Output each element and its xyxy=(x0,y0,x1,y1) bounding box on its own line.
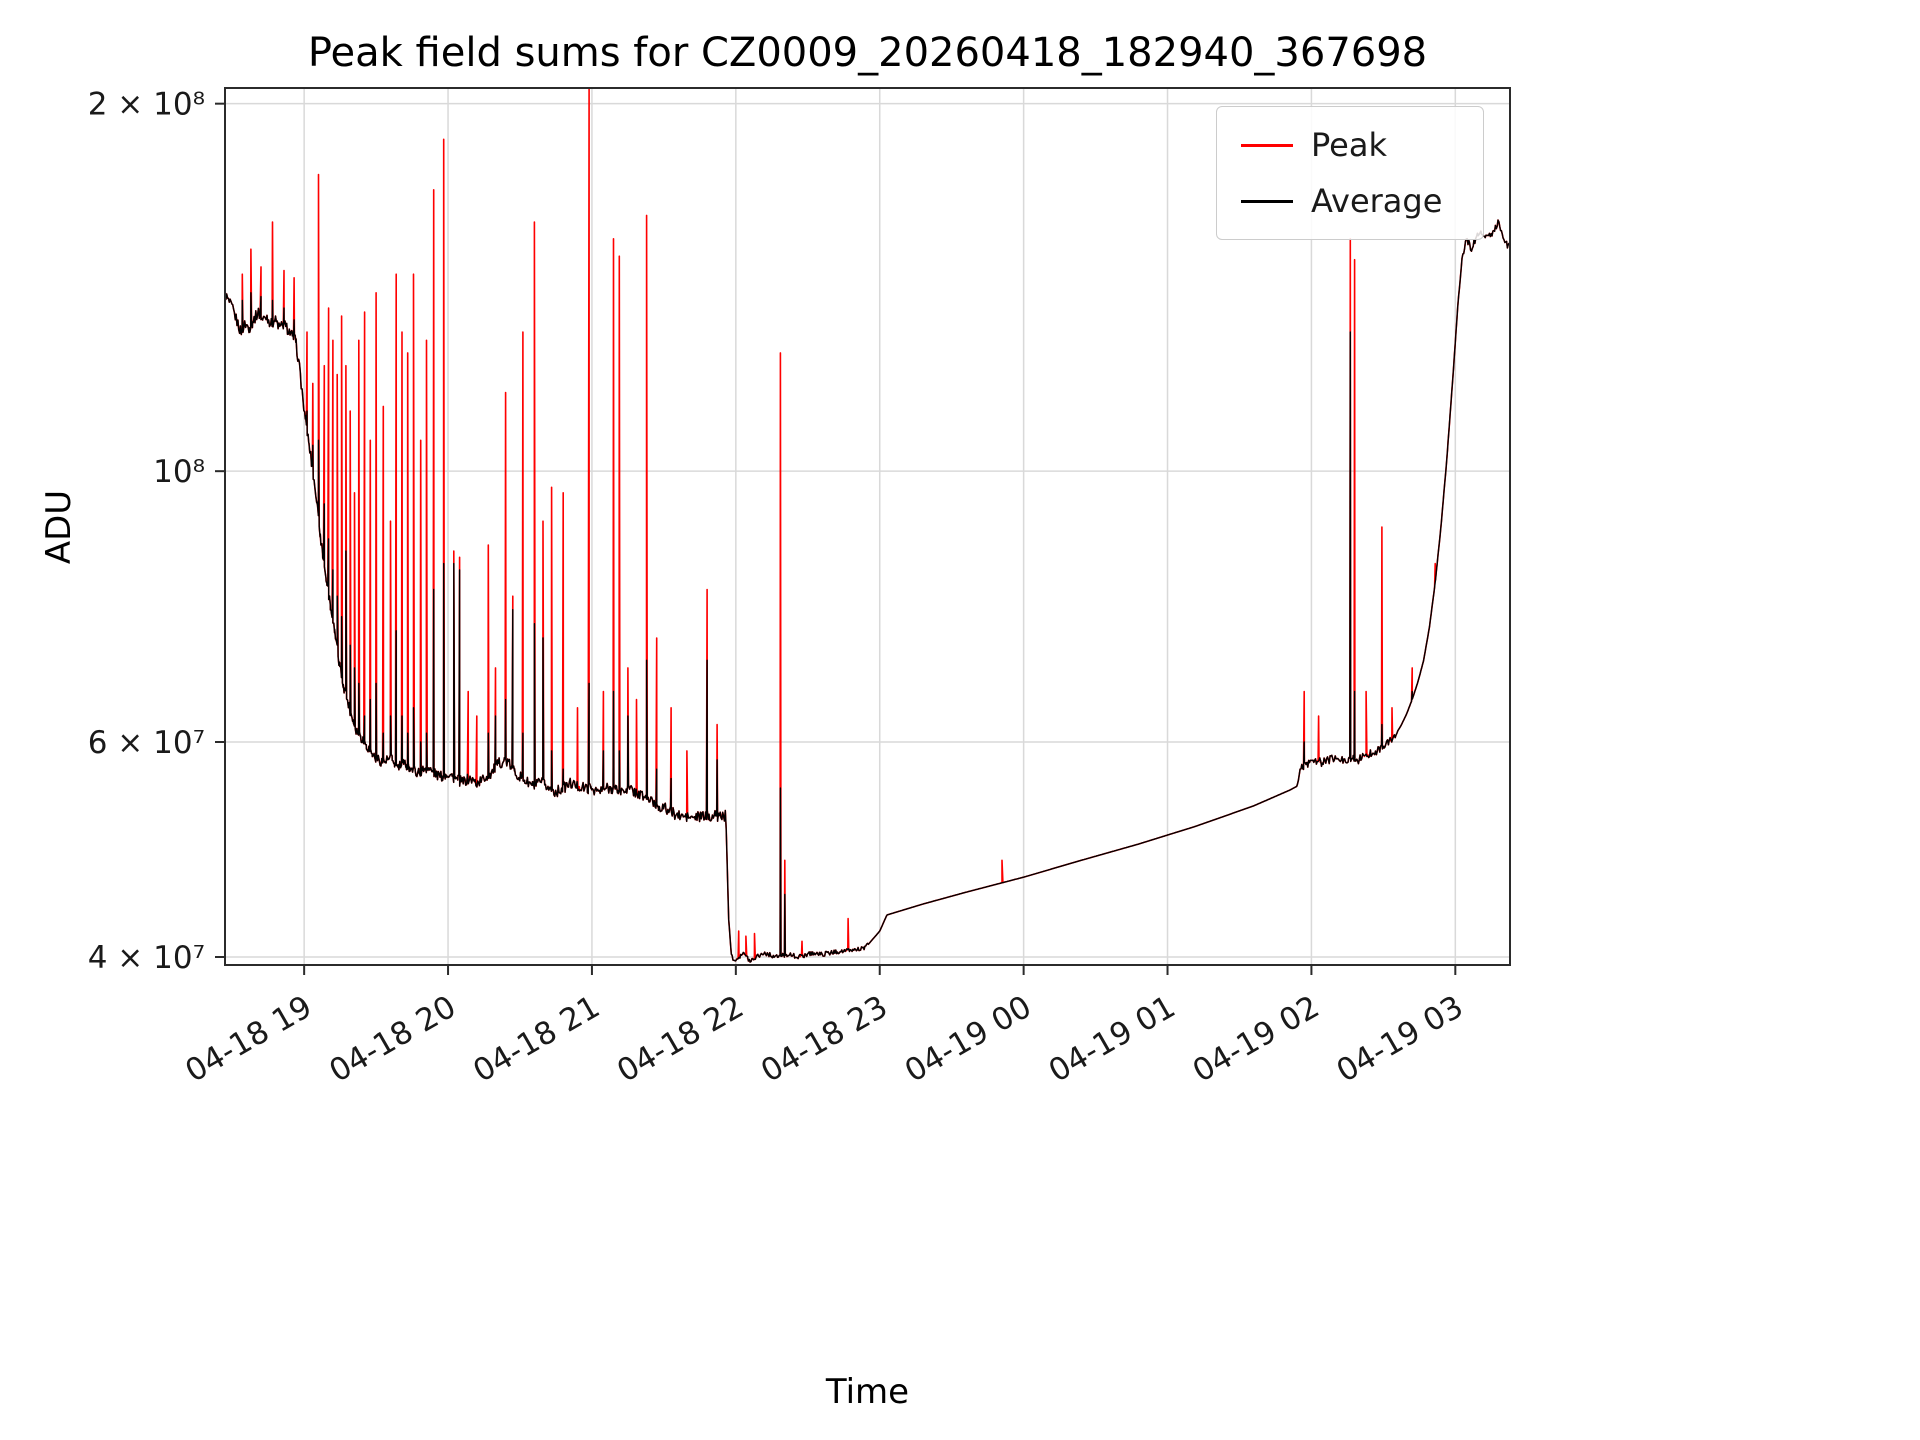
y-axis-label: ADU xyxy=(39,489,79,565)
legend-label-peak: Peak xyxy=(1311,126,1387,164)
x-tick-label: 04-18 22 xyxy=(611,989,750,1090)
x-tick-label: 04-18 20 xyxy=(323,989,462,1090)
x-tick-label: 04-19 02 xyxy=(1187,989,1326,1090)
plot-border xyxy=(224,87,1511,966)
legend-item-average: Average xyxy=(1217,173,1483,229)
y-tick-label: 10⁸ xyxy=(153,454,205,490)
y-tick-label: 4 × 10⁷ xyxy=(88,940,205,976)
y-tick-label: 6 × 10⁷ xyxy=(88,725,205,761)
x-tick-label: 04-19 03 xyxy=(1331,989,1470,1090)
x-axis-label: Time xyxy=(825,1372,910,1412)
x-tick-label: 04-18 19 xyxy=(179,989,318,1090)
chart-title: Peak field sums for CZ0009_20260418_1829… xyxy=(307,30,1428,76)
x-tick-label: 04-18 23 xyxy=(755,989,894,1090)
x-tick-labels: 04-18 19 04-18 20 04-18 21 04-18 22 04-18 23… xyxy=(179,989,1469,1090)
legend: Peak Average xyxy=(1216,106,1484,240)
y-tick-label: 2 × 10⁸ xyxy=(88,87,205,123)
legend-label-average: Average xyxy=(1311,182,1443,220)
average-series-line xyxy=(225,219,1510,963)
x-tick-label: 04-19 01 xyxy=(1043,989,1182,1090)
average-line-swatch xyxy=(1241,199,1293,203)
x-tick-label: 04-19 00 xyxy=(899,989,1038,1090)
legend-item-peak: Peak xyxy=(1217,117,1483,173)
peak-line-swatch xyxy=(1241,143,1293,147)
y-tick-labels: 4 × 10⁷ 6 × 10⁷ 10⁸ 2 × 10⁸ xyxy=(88,87,205,976)
axis-ticks xyxy=(215,102,1457,975)
x-tick-label: 04-18 21 xyxy=(467,989,606,1090)
grid-lines xyxy=(225,88,1510,965)
